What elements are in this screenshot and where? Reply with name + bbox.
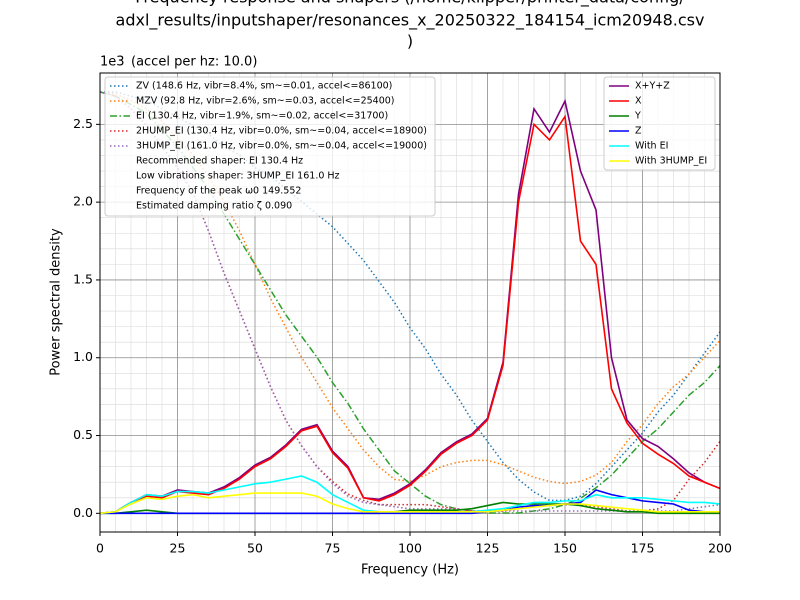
legend-label: MZV (92.8 Hz, vibr=2.6%, sm~=0.03, accel… <box>136 96 395 107</box>
data-line <box>100 489 720 515</box>
y-tick-label: 1.5 <box>73 271 93 286</box>
x-tick-label: 200 <box>708 541 732 556</box>
legend-label: 2HUMP_EI (130.4 Hz, vibr=0.0%, sm~=0.04,… <box>136 126 427 137</box>
legend-label: 3HUMP_EI (161.0 Hz, vibr=0.0%, sm~=0.04,… <box>136 141 427 152</box>
y-tick-label: 2.0 <box>73 194 93 209</box>
legend-note: Frequency of the peak ω0 149.552 <box>136 186 301 197</box>
x-tick-label: 0 <box>96 541 104 556</box>
legend-box <box>104 76 436 217</box>
legend-box <box>603 76 716 171</box>
x-tick-label: 50 <box>247 541 263 556</box>
legend-label: With EI <box>635 141 668 152</box>
legend-note: Estimated damping ratio ζ 0.090 <box>136 201 292 212</box>
legend-label: Y <box>634 111 641 122</box>
data-line <box>100 91 720 512</box>
legend-label: X+Y+Z <box>635 81 670 92</box>
axes: 0 25 50 75 100 125 150 175 200 0.0 0.5 1.0 1.5 2.0 2.5 <box>73 116 732 556</box>
legend: ZV (148.6 Hz, vibr=8.4%, sm~=0.01, accel… <box>104 76 716 217</box>
x-tick-label: 175 <box>631 541 655 556</box>
data-line <box>100 492 720 515</box>
chart-title: ) <box>407 32 413 51</box>
legend-label: ZV (148.6 Hz, vibr=8.4%, sm~=0.01, accel… <box>136 81 392 92</box>
chart-title: adxl_results/inputshaper/resonances_x_20… <box>116 11 705 31</box>
legend-note: Recommended shaper: EI 130.4 Hz <box>136 156 303 167</box>
x-tick-label: 125 <box>476 541 500 556</box>
subtitle: (accel per hz: 10.0) <box>131 55 257 70</box>
x-tick-label: 150 <box>553 541 577 556</box>
y-tick-label: 1.0 <box>73 349 93 364</box>
y-tick-label: 0.5 <box>73 427 93 442</box>
data-line <box>100 114 720 515</box>
y-tick-label: 0.0 <box>73 505 93 520</box>
legend-label: With 3HUMP_EI <box>635 156 707 167</box>
legend-label: X <box>635 96 642 107</box>
y-tick-label: 2.5 <box>73 116 93 131</box>
x-axis-label: Frequency (Hz) <box>361 563 459 578</box>
x-tick-label: 25 <box>170 541 186 556</box>
y-offset: 1e3 <box>100 55 125 70</box>
chart-title: Frequency response and shapers (/home/kl… <box>135 0 685 8</box>
legend-label: EI (130.4 Hz, vibr=1.9%, sm~=0.02, accel… <box>136 111 388 122</box>
y-axis-label: Power spectral density <box>49 228 64 376</box>
x-tick-label: 75 <box>325 541 341 556</box>
x-tick-label: 100 <box>398 541 422 556</box>
legend-note: Low vibrations shaper: 3HUMP_EI 161.0 Hz <box>136 171 340 182</box>
legend-label: Z <box>635 126 642 137</box>
